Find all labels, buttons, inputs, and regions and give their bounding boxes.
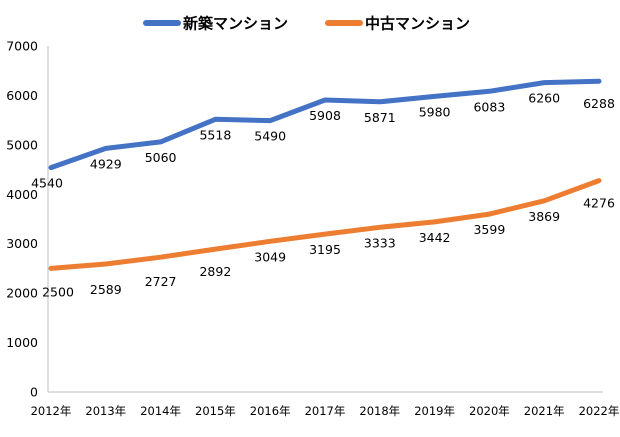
data-label: 6083 — [473, 99, 505, 114]
data-label: 5490 — [254, 129, 286, 144]
x-tick-label: 2018年 — [359, 404, 400, 418]
x-axis-ticks: 2012年 2013年 2014年 2015年 2016年 2017年 2018年 2019年… — [31, 404, 620, 418]
x-tick-label: 2021年 — [524, 404, 565, 418]
x-tick-label: 2014年 — [140, 404, 181, 418]
x-tick-label: 2019年 — [414, 404, 455, 418]
y-tick-label: 7000 — [6, 39, 38, 54]
data-label: 5908 — [309, 108, 341, 123]
data-label: 5980 — [419, 104, 451, 119]
y-tick-label: 6000 — [6, 88, 38, 103]
data-label: 3195 — [309, 242, 341, 257]
y-axis-ticks: 0 1000 2000 3000 4000 5000 6000 7000 — [6, 39, 38, 400]
data-label: 6288 — [583, 96, 615, 111]
x-tick-label: 2012年 — [31, 404, 72, 418]
y-tick-label: 2000 — [6, 286, 38, 301]
data-label: 3049 — [254, 249, 286, 264]
data-label: 2589 — [90, 282, 122, 297]
data-label: 3599 — [473, 222, 505, 237]
legend: 新築マンション 中古マンション — [143, 15, 470, 33]
data-labels: 4540 4929 5060 5518 5490 5908 5871 5980 6083 6260… — [31, 91, 615, 300]
x-tick-label: 2016年 — [250, 404, 291, 418]
data-label: 6260 — [528, 91, 560, 106]
legend-item-new-condo: 新築マンション — [143, 15, 288, 33]
legend-label-used-condo: 中古マンション — [365, 15, 470, 33]
data-label: 2500 — [42, 284, 74, 299]
x-tick-label: 2013年 — [85, 404, 126, 418]
legend-label-new-condo: 新築マンション — [183, 15, 288, 33]
legend-item-used-condo: 中古マンション — [325, 15, 470, 33]
x-tick-label: 2017年 — [305, 404, 346, 418]
data-label: 5060 — [145, 150, 177, 165]
y-tick-label: 3000 — [6, 236, 38, 251]
y-tick-label: 4000 — [6, 187, 38, 202]
data-label: 4540 — [31, 176, 63, 191]
data-label: 5518 — [199, 127, 231, 142]
data-label: 3333 — [364, 235, 396, 250]
series-line-0 — [48, 78, 602, 171]
x-tick-label: 2020年 — [469, 404, 510, 418]
x-tick-label: 2015年 — [195, 404, 236, 418]
y-tick-label: 5000 — [6, 137, 38, 152]
data-label: 4276 — [583, 196, 615, 211]
series-group — [48, 78, 602, 271]
data-label: 2727 — [145, 274, 177, 289]
data-label: 5871 — [364, 110, 396, 125]
data-label: 2892 — [199, 264, 231, 279]
x-tick-label: 2022年 — [579, 404, 620, 418]
data-label: 3869 — [528, 209, 560, 224]
data-label: 3442 — [419, 230, 451, 245]
data-label: 4929 — [90, 156, 122, 171]
y-tick-label: 0 — [30, 385, 38, 400]
series-line-1 — [48, 178, 602, 271]
y-tick-label: 1000 — [6, 335, 38, 350]
